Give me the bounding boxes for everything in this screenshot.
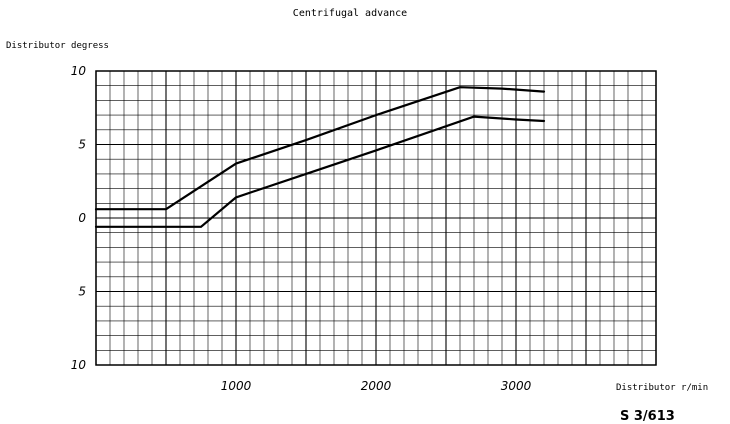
y-tick-label: 5 xyxy=(78,285,86,299)
x-tick-labels: 1000 2000 3000 xyxy=(221,379,532,393)
y-tick-label: 10 xyxy=(71,358,87,372)
chart-title: Centrifugal advance xyxy=(293,8,407,19)
x-axis-label: Distributor r/min xyxy=(616,383,708,393)
y-axis-label: Distributor degress xyxy=(6,41,109,51)
x-tick-label: 1000 xyxy=(221,379,252,393)
series-upper-curve xyxy=(94,86,546,211)
series-lower-curve xyxy=(94,115,546,228)
y-tick-label: 10 xyxy=(71,64,87,78)
y-tick-label: 0 xyxy=(78,211,86,225)
x-tick-label: 3000 xyxy=(501,379,532,393)
plot-frame xyxy=(95,70,657,366)
x-tick-label: 2000 xyxy=(361,379,392,393)
y-tick-labels: 10 5 0 5 10 xyxy=(71,64,87,372)
y-tick-label: 5 xyxy=(78,138,86,152)
series-group xyxy=(94,86,546,228)
figure-reference: S 3/613 xyxy=(620,409,675,424)
